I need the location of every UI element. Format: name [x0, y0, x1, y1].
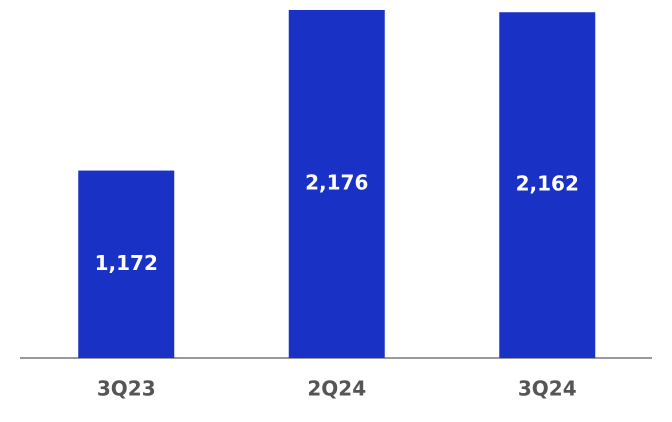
bar: [78, 170, 175, 358]
value-label: 2,176: [305, 171, 368, 195]
value-label: 2,162: [516, 172, 579, 196]
x-tick-label: 3Q23: [97, 377, 156, 401]
bar: [288, 10, 385, 358]
x-tick-label: 2Q24: [307, 377, 366, 401]
bar: [499, 12, 596, 358]
x-tick-label: 3Q24: [518, 377, 577, 401]
value-label: 1,172: [95, 251, 158, 275]
